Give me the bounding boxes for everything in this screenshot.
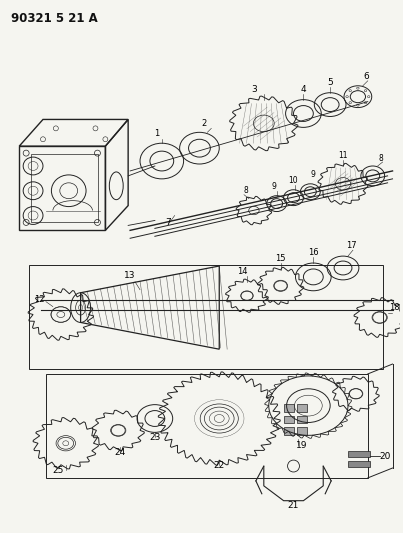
Text: 12: 12 bbox=[34, 295, 44, 304]
Text: 9: 9 bbox=[271, 182, 276, 191]
Text: 8: 8 bbox=[243, 185, 248, 195]
Bar bbox=[297, 403, 307, 411]
Text: 90321 5 21 A: 90321 5 21 A bbox=[11, 12, 98, 26]
Ellipse shape bbox=[364, 90, 367, 92]
Text: 20: 20 bbox=[380, 452, 391, 461]
Bar bbox=[297, 427, 307, 435]
Text: 7: 7 bbox=[165, 219, 170, 228]
Text: 10: 10 bbox=[289, 176, 298, 185]
Bar bbox=[284, 427, 293, 435]
Text: 3: 3 bbox=[251, 85, 257, 94]
Bar bbox=[284, 403, 293, 411]
Text: 13: 13 bbox=[125, 271, 136, 280]
Text: 8: 8 bbox=[378, 154, 383, 163]
Text: 4: 4 bbox=[301, 85, 306, 94]
Ellipse shape bbox=[346, 96, 348, 98]
Text: 18: 18 bbox=[390, 303, 400, 312]
Ellipse shape bbox=[357, 104, 359, 106]
Ellipse shape bbox=[364, 102, 367, 103]
Text: 17: 17 bbox=[346, 241, 356, 250]
Text: 16: 16 bbox=[308, 248, 319, 257]
Text: 19: 19 bbox=[296, 441, 307, 450]
Bar bbox=[284, 416, 293, 423]
Ellipse shape bbox=[368, 96, 370, 98]
Text: 14: 14 bbox=[237, 267, 247, 276]
Text: 6: 6 bbox=[363, 72, 369, 81]
Text: 9: 9 bbox=[311, 170, 316, 179]
Text: 21: 21 bbox=[288, 500, 299, 510]
Bar bbox=[348, 461, 370, 467]
Bar bbox=[348, 451, 370, 457]
Text: 1: 1 bbox=[154, 130, 160, 138]
Bar bbox=[297, 416, 307, 423]
Text: 23: 23 bbox=[149, 433, 160, 442]
Text: 15: 15 bbox=[275, 254, 286, 263]
Text: 24: 24 bbox=[114, 448, 126, 457]
Text: 11: 11 bbox=[338, 151, 348, 160]
Text: 22: 22 bbox=[214, 461, 225, 470]
Ellipse shape bbox=[349, 102, 351, 103]
Text: 2: 2 bbox=[202, 119, 207, 128]
Text: 25: 25 bbox=[52, 466, 64, 475]
Text: 5: 5 bbox=[327, 78, 333, 87]
Ellipse shape bbox=[357, 87, 359, 89]
Ellipse shape bbox=[349, 90, 351, 92]
